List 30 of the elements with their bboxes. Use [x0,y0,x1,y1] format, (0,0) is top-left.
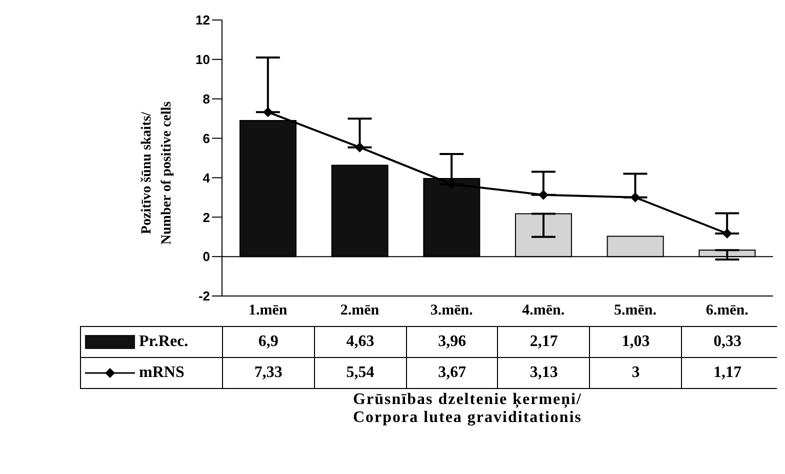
data-label: 3 [589,358,682,388]
data-label: 6,9 [222,327,314,357]
y-tick-label: -2 [198,288,210,304]
data-label: 1,17 [681,358,773,388]
data-label: 3,13 [497,358,590,388]
data-label: 3,67 [406,358,498,388]
data-label: 4,63 [314,327,406,357]
x-tick-label: 6.mēn. [706,302,749,319]
legend-label: mRNS [139,364,184,382]
data-label: 1,03 [589,327,682,357]
legend-label: Pr.Rec. [139,333,188,351]
data-label: 2,17 [497,327,590,357]
data-label: 7,33 [222,358,314,388]
y-tick-label: 4 [202,170,211,186]
y-axis-title: Pozitīvo šūnu skaits/Number of positive cells [139,101,176,245]
y-tick-label: 6 [202,130,210,146]
y-tick-label: 12 [196,12,210,28]
y-tick-label: 2 [202,210,210,225]
x-axis-title: Grūsnības dzeltenie ķermeņi/Corpora lutea graviditationis [352,391,583,427]
x-tick-label: 5.mēn. [614,302,657,319]
y-tick-label: 10 [196,52,210,68]
data-label: 5,54 [314,358,406,388]
x-tick-label: 4.mēn. [522,302,565,319]
data-label: 0,33 [681,327,773,357]
x-tick-label: 2.mēn [340,302,380,319]
y-tick-label: 8 [202,91,210,106]
x-tick-label: 1.mēn [248,302,288,319]
y-tick-label: 0 [202,249,210,264]
x-tick-label: 3.mēn. [430,302,474,319]
data-label: 3,96 [406,327,498,357]
